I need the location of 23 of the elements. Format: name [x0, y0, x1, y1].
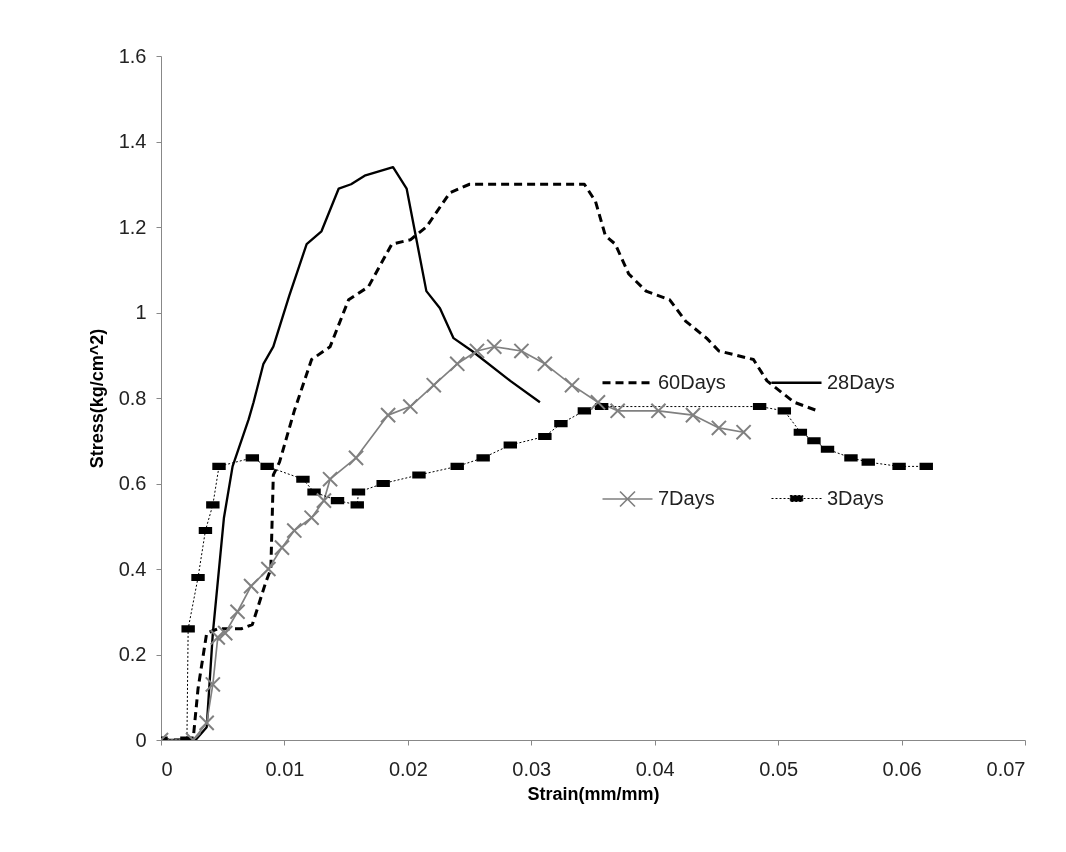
- x-tick-label: 0: [161, 757, 173, 780]
- x-tick-label: 0.05: [759, 757, 799, 780]
- y-tick-label: 1.4: [118, 130, 147, 152]
- y-tick-label: 0.6: [118, 472, 147, 494]
- x-tick-label: 0.04: [635, 757, 675, 780]
- y-tick-label: 1.6: [118, 44, 147, 67]
- y-tick-label: 0.8: [118, 386, 147, 409]
- legend-label: 28Days: [827, 370, 895, 393]
- x-tick-label: 0.06: [882, 757, 922, 780]
- y-tick-label: 0.2: [118, 643, 147, 665]
- x-axis-title: Strain(mm/mm): [527, 783, 660, 804]
- y-tick-label: 0.4: [118, 557, 147, 580]
- x-tick-label: 0.01: [265, 757, 305, 780]
- y-tick-label: 0: [135, 728, 147, 751]
- x-tick-label: 0.02: [388, 757, 428, 780]
- legend-label: 3Days: [827, 486, 884, 509]
- legend-label: 7Days: [658, 487, 715, 509]
- y-axis-title: Stress(kg/cm^2): [86, 328, 107, 469]
- x-tick-label: 0.07: [986, 757, 1026, 780]
- x-tick-label: 0.03: [512, 757, 552, 780]
- legend-label: 60Days: [658, 370, 726, 393]
- y-tick-label: 1.2: [118, 215, 147, 238]
- y-tick-label: 1: [135, 301, 147, 323]
